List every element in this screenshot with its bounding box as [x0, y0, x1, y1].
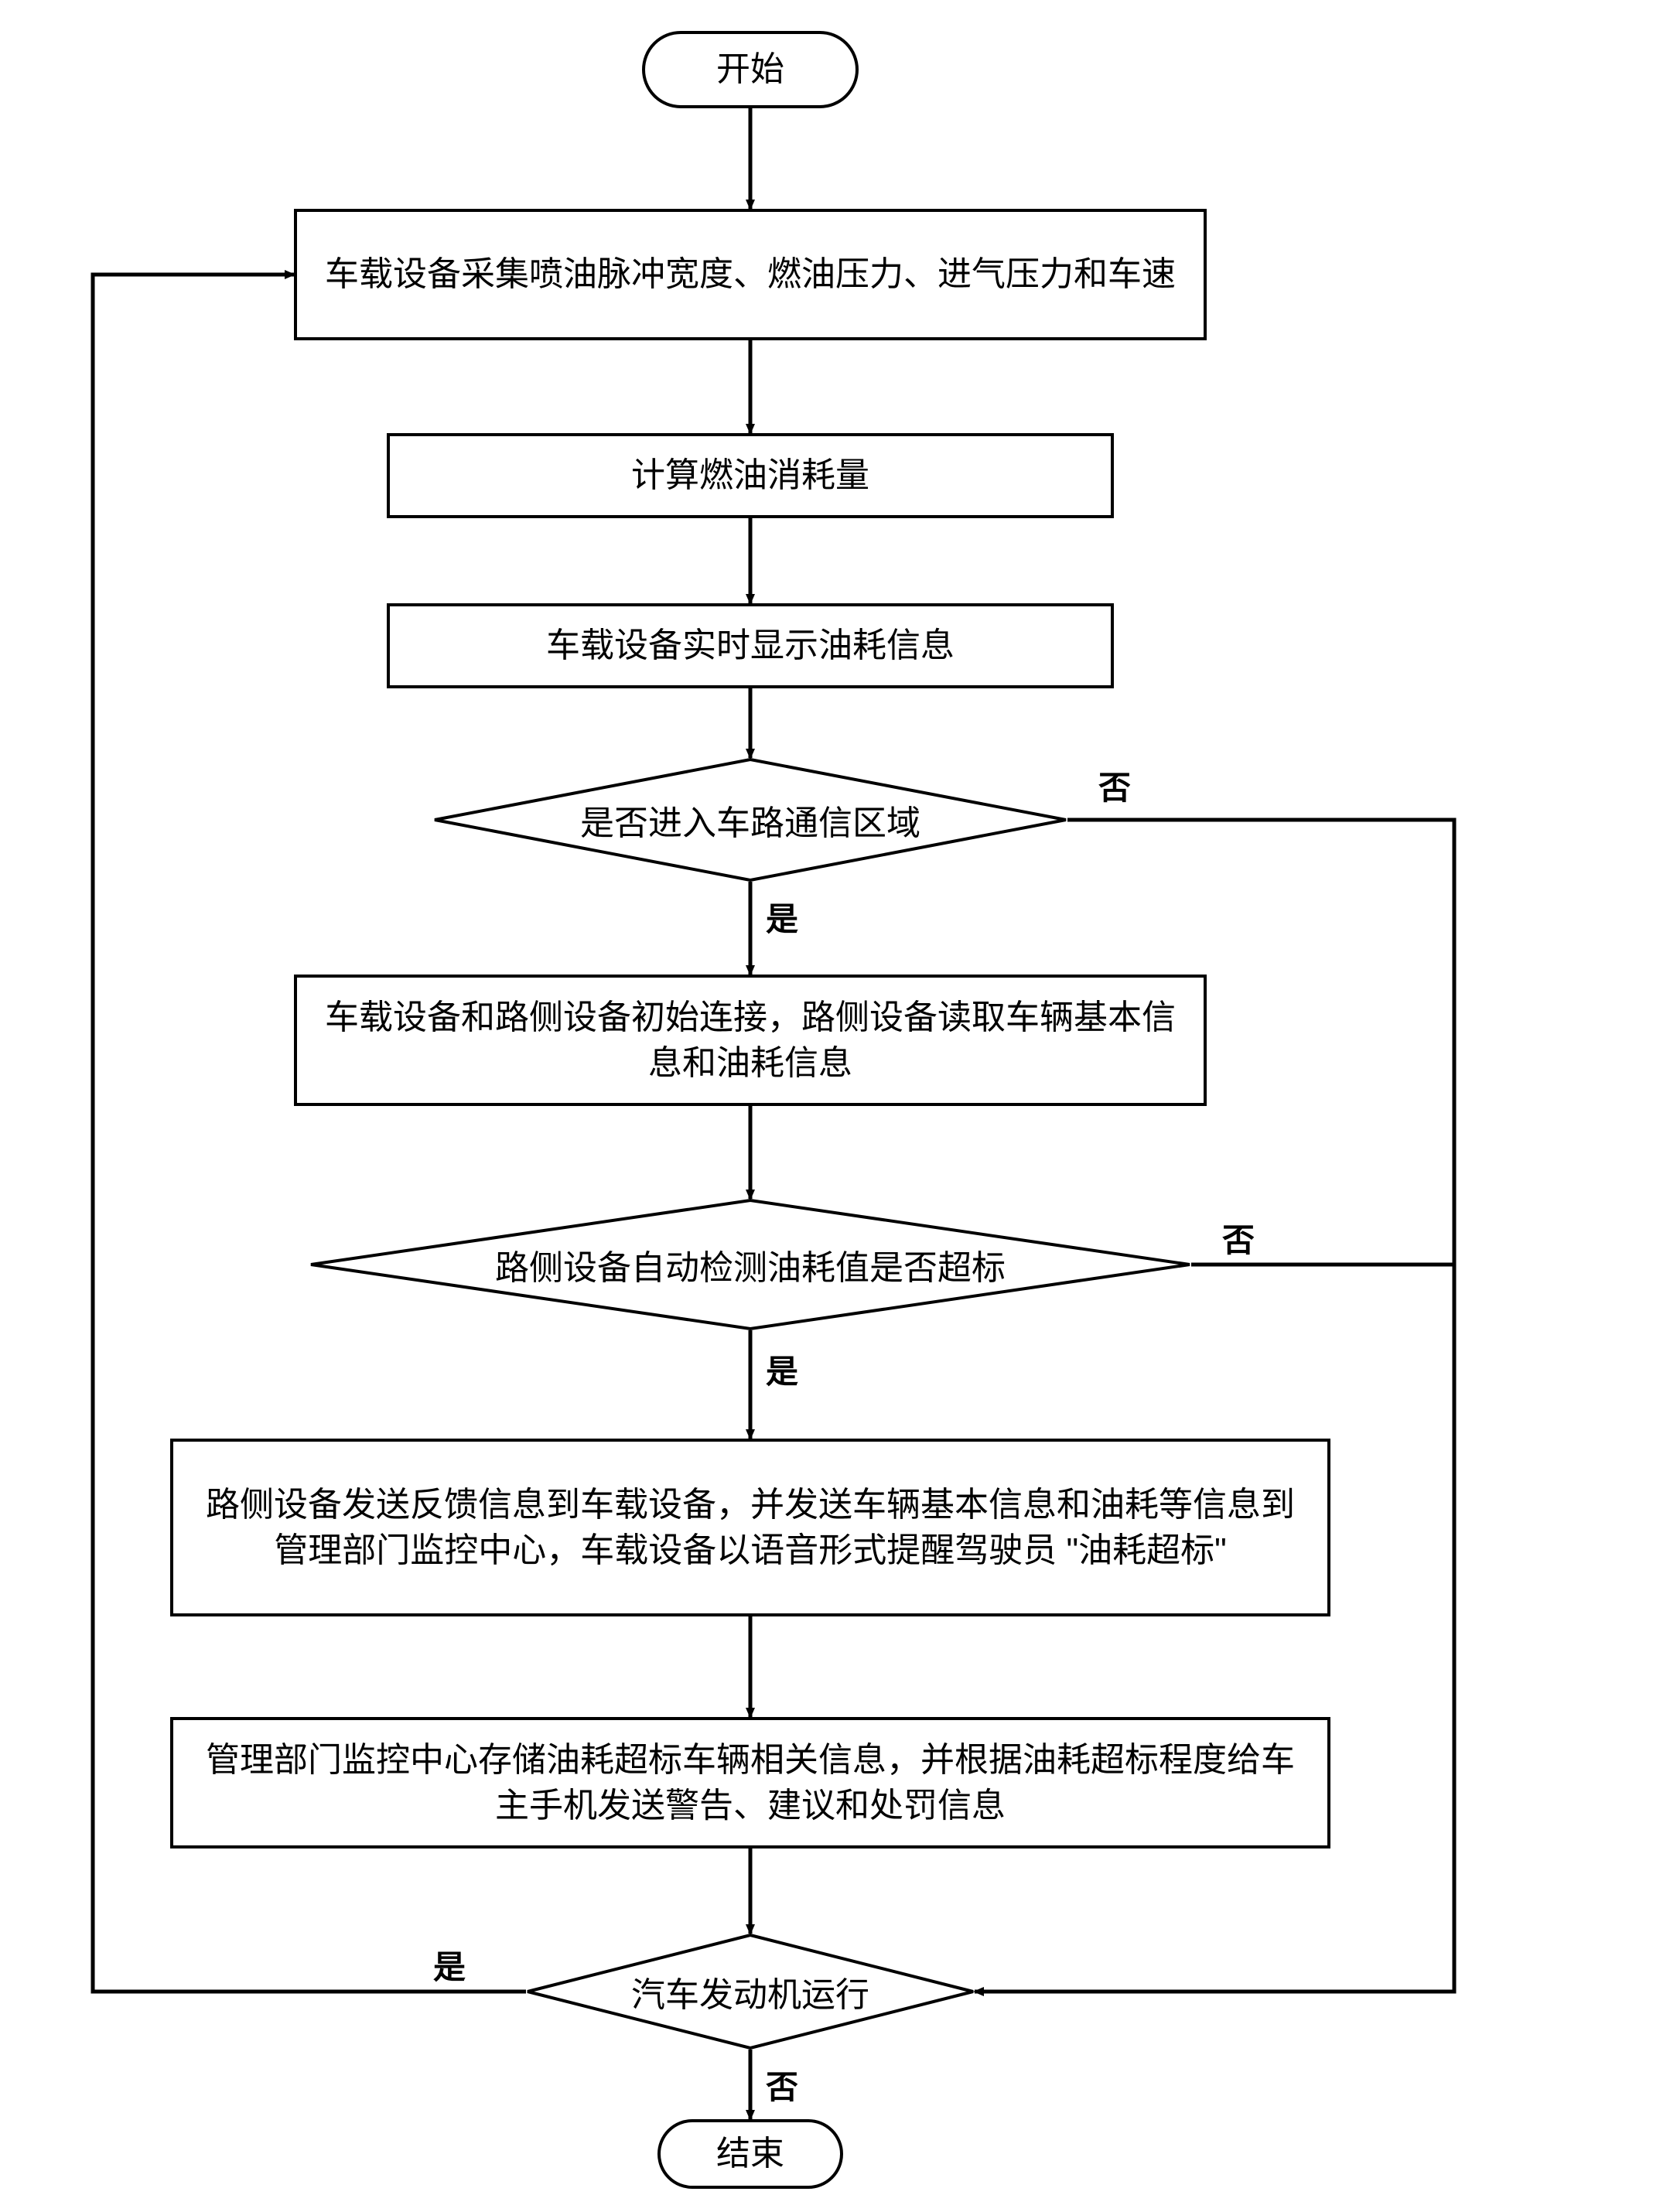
- label-d2_no: 否: [1222, 1214, 1255, 1261]
- label-d1_yes: 是: [766, 893, 798, 940]
- label-d1_no: 否: [1098, 762, 1131, 809]
- label-d3_yes: 是: [433, 1941, 466, 1988]
- node-p1: 车载设备采集喷油脉冲宽度、燃油压力、进气压力和车速: [294, 209, 1207, 340]
- label-d3_no: 否: [766, 2061, 798, 2108]
- label-d2_yes: 是: [766, 1346, 798, 1393]
- node-d2-text: 路侧设备自动检测油耗值是否超标: [309, 1199, 1191, 1330]
- node-d3: 汽车发动机运行: [526, 1934, 975, 2050]
- node-p4: 车载设备和路侧设备初始连接，路侧设备读取车辆基本信息和油耗信息: [294, 975, 1207, 1106]
- node-end: 结束: [657, 2119, 843, 2189]
- node-d1: 是否进入车路通信区域: [433, 758, 1067, 882]
- node-p5: 路侧设备发送反馈信息到车载设备，并发送车辆基本信息和油耗等信息到管理部门监控中心…: [170, 1439, 1330, 1616]
- node-p2: 计算燃油消耗量: [387, 433, 1114, 518]
- node-start: 开始: [642, 31, 859, 108]
- flowchart-canvas: 开始车载设备采集喷油脉冲宽度、燃油压力、进气压力和车速计算燃油消耗量车载设备实时…: [0, 0, 1653, 2212]
- node-d3-text: 汽车发动机运行: [526, 1934, 975, 2050]
- node-d1-text: 是否进入车路通信区域: [433, 758, 1067, 882]
- node-p6: 管理部门监控中心存储油耗超标车辆相关信息，并根据油耗超标程度给车主手机发送警告、…: [170, 1717, 1330, 1848]
- node-d2: 路侧设备自动检测油耗值是否超标: [309, 1199, 1191, 1330]
- node-p3: 车载设备实时显示油耗信息: [387, 603, 1114, 688]
